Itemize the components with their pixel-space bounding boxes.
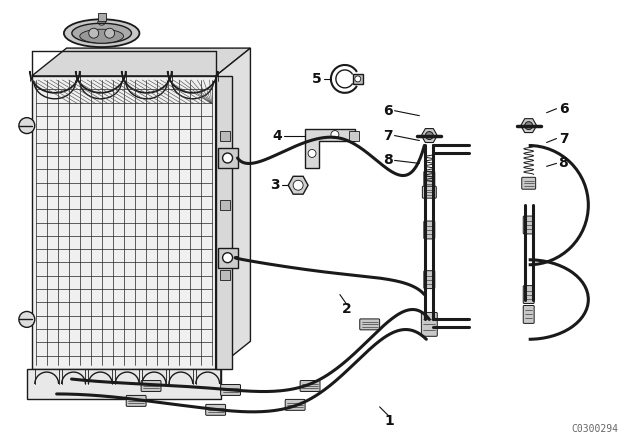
- FancyBboxPatch shape: [126, 396, 146, 406]
- Polygon shape: [32, 48, 250, 76]
- Bar: [218, 148, 237, 168]
- FancyBboxPatch shape: [524, 286, 534, 303]
- FancyBboxPatch shape: [424, 221, 435, 239]
- FancyBboxPatch shape: [424, 171, 435, 189]
- FancyBboxPatch shape: [524, 306, 534, 323]
- FancyBboxPatch shape: [524, 216, 534, 234]
- Ellipse shape: [72, 23, 131, 43]
- Polygon shape: [32, 76, 216, 369]
- Polygon shape: [216, 48, 250, 369]
- Polygon shape: [305, 129, 355, 168]
- Text: 8: 8: [383, 153, 392, 168]
- Circle shape: [293, 180, 303, 190]
- Polygon shape: [521, 119, 537, 133]
- Bar: [220, 270, 230, 280]
- Bar: [216, 76, 232, 369]
- FancyBboxPatch shape: [300, 380, 320, 392]
- FancyBboxPatch shape: [141, 380, 161, 392]
- Circle shape: [223, 253, 232, 263]
- Circle shape: [426, 132, 433, 139]
- Bar: [218, 248, 237, 267]
- Circle shape: [19, 118, 35, 134]
- FancyBboxPatch shape: [360, 319, 380, 330]
- Text: 7: 7: [383, 129, 392, 142]
- Text: 8: 8: [559, 156, 568, 170]
- Text: 6: 6: [559, 102, 568, 116]
- Circle shape: [308, 150, 316, 157]
- Bar: [353, 74, 363, 84]
- Ellipse shape: [64, 19, 140, 47]
- Polygon shape: [27, 369, 221, 399]
- Text: 5: 5: [312, 72, 322, 86]
- FancyBboxPatch shape: [422, 186, 436, 198]
- Text: 3: 3: [271, 178, 280, 192]
- Bar: [220, 130, 230, 141]
- Text: 6: 6: [383, 103, 392, 118]
- FancyBboxPatch shape: [522, 177, 536, 189]
- Circle shape: [19, 311, 35, 327]
- Circle shape: [525, 122, 532, 129]
- FancyBboxPatch shape: [424, 271, 435, 289]
- Circle shape: [331, 130, 339, 138]
- Bar: [220, 200, 230, 210]
- Ellipse shape: [80, 29, 124, 43]
- Circle shape: [89, 28, 99, 38]
- Polygon shape: [421, 129, 437, 142]
- Circle shape: [355, 76, 361, 82]
- Text: 1: 1: [385, 414, 394, 428]
- Text: C0300294: C0300294: [571, 424, 618, 434]
- Circle shape: [105, 28, 115, 38]
- Bar: [98, 13, 106, 21]
- Text: 7: 7: [559, 132, 568, 146]
- Polygon shape: [288, 177, 308, 194]
- Text: 2: 2: [342, 302, 352, 316]
- FancyBboxPatch shape: [221, 384, 241, 396]
- Circle shape: [223, 153, 232, 163]
- FancyBboxPatch shape: [285, 400, 305, 410]
- Bar: [349, 130, 359, 141]
- FancyBboxPatch shape: [421, 312, 437, 336]
- Text: 4: 4: [273, 129, 282, 142]
- FancyBboxPatch shape: [205, 405, 225, 415]
